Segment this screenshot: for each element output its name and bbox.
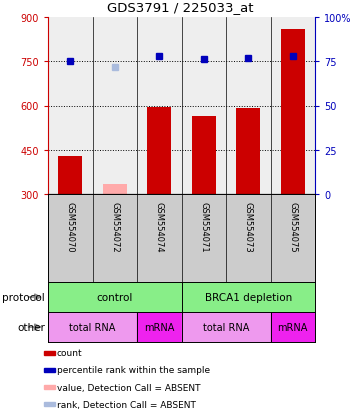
Text: mRNA: mRNA (144, 322, 174, 332)
Text: GSM554073: GSM554073 (244, 202, 253, 252)
Text: value, Detection Call = ABSENT: value, Detection Call = ABSENT (57, 383, 200, 392)
Text: GSM554072: GSM554072 (110, 202, 119, 252)
Bar (44, 403, 55, 406)
Bar (48, 312, 137, 342)
Text: total RNA: total RNA (69, 322, 116, 332)
Text: count: count (57, 348, 82, 357)
Bar (44, 351, 55, 355)
Text: rank, Detection Call = ABSENT: rank, Detection Call = ABSENT (57, 400, 196, 409)
Bar (236, 109, 261, 195)
Bar (137, 312, 182, 342)
Bar (147, 108, 171, 195)
Bar (58, 156, 82, 195)
Bar (182, 312, 270, 342)
Text: protocol: protocol (2, 292, 45, 302)
Text: GDS3791 / 225033_at: GDS3791 / 225033_at (107, 1, 254, 14)
Text: BRCA1 depletion: BRCA1 depletion (205, 292, 292, 302)
Bar (44, 368, 55, 372)
Text: mRNA: mRNA (278, 322, 308, 332)
Bar (280, 30, 305, 195)
Text: GSM554070: GSM554070 (66, 202, 75, 252)
Bar (270, 312, 315, 342)
Text: other: other (17, 322, 45, 332)
Bar (44, 385, 55, 389)
Text: GSM554075: GSM554075 (288, 202, 297, 252)
Text: GSM554071: GSM554071 (199, 202, 208, 252)
Bar (192, 116, 216, 195)
Bar (103, 184, 127, 195)
Text: control: control (96, 292, 133, 302)
Text: percentile rank within the sample: percentile rank within the sample (57, 366, 210, 375)
Text: total RNA: total RNA (203, 322, 249, 332)
Text: GSM554074: GSM554074 (155, 202, 164, 252)
